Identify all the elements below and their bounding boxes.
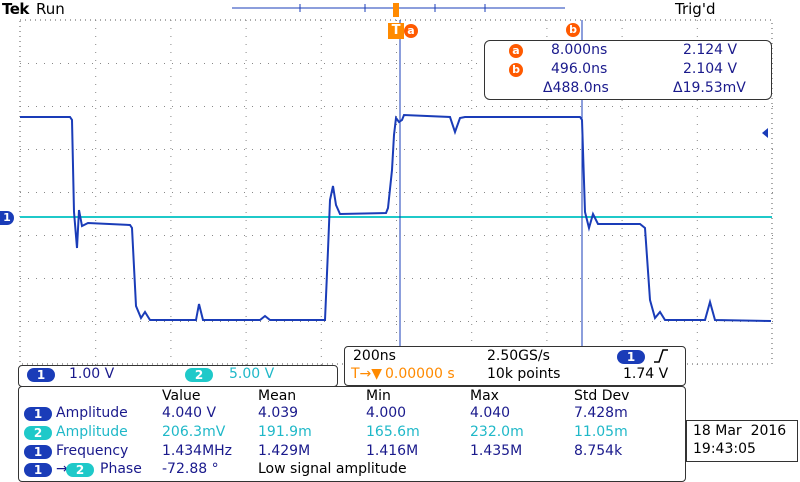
cursor-delta-time: Δ488.0ns — [543, 80, 609, 96]
channel-2-badge: 2 — [24, 426, 52, 440]
channel-2-badge: 2 — [66, 463, 94, 477]
channel-1-badge[interactable]: 1 — [27, 368, 55, 382]
measure-header-mean: Mean — [258, 388, 297, 404]
measure-name: Amplitude — [56, 424, 128, 440]
trigger-level: 1.74 V — [623, 366, 669, 382]
measure-mean: 4.039 — [258, 405, 299, 421]
run-state: Run — [36, 0, 65, 18]
cursor-b-icon: b — [566, 23, 580, 37]
measure-header-value: Value — [162, 388, 201, 404]
channel-1-badge: 1 — [24, 445, 52, 459]
date: 18 Mar 2016 — [693, 423, 787, 439]
cursor-delta-voltage: Δ19.53mV — [673, 80, 746, 96]
measure-max: 1.435M — [470, 443, 523, 459]
time: 19:43:05 — [693, 441, 756, 457]
measurement-row[interactable]: 2 Amplitude 206.3mV 191.9m 165.6m 232.0m… — [0, 424, 690, 442]
rising-edge-icon — [653, 347, 669, 369]
datetime-display: 18 Mar 2016 19:43:05 — [686, 420, 798, 462]
measure-value: 1.434MHz — [162, 443, 233, 459]
measure-header-min: Min — [366, 388, 391, 404]
record-length: 10k points — [487, 366, 561, 382]
measurement-row[interactable]: 1 Frequency 1.434MHz 1.429M 1.416M 1.435… — [0, 443, 690, 461]
channel-1-scale: 1.00 V — [69, 366, 115, 382]
waveform-display — [19, 3, 773, 365]
cursor-a-time: 8.000ns — [551, 42, 608, 58]
measure-std-dev: 8.754k — [574, 443, 623, 459]
measure-std-dev: 11.05m — [574, 424, 628, 440]
measure-min: 165.6m — [366, 424, 420, 440]
measure-name: Phase — [100, 461, 142, 477]
measurements-panel — [18, 386, 686, 482]
measure-max: 232.0m — [470, 424, 524, 440]
channel-1-trace — [20, 113, 772, 322]
cursor-b-voltage: 2.104 V — [683, 61, 738, 77]
cursor-b-time: 496.0ns — [551, 61, 608, 77]
channel-scale-panel: 1 1.00 V 2 5.00 V — [18, 365, 338, 387]
measure-header-std-dev: Std Dev — [574, 388, 630, 404]
measure-std-dev: 7.428m — [574, 405, 628, 421]
cursor-a-icon: a — [509, 44, 523, 58]
measurement-row[interactable]: 1 → 2 Phase -72.88 ° Low signal amplitud… — [0, 461, 690, 479]
graticule-grid — [20, 20, 773, 365]
trigger-level-marker — [762, 128, 768, 138]
measure-mean: 191.9m — [258, 424, 312, 440]
measure-value: 4.040 V — [162, 405, 217, 421]
trigger-position-marker: T — [388, 23, 404, 39]
channel-2-scale: 5.00 V — [229, 366, 275, 382]
time-per-division: 200ns — [353, 348, 396, 364]
measurement-row[interactable]: 1 Amplitude 4.040 V 4.039 4.000 4.040 7.… — [0, 405, 690, 423]
arrow-icon: → — [56, 461, 68, 477]
horizontal-delay-prefix: T→▼ — [351, 366, 383, 382]
measure-min: 1.416M — [366, 443, 419, 459]
cursor-b-icon: b — [509, 63, 523, 77]
record-view-bar — [232, 3, 565, 17]
measure-name: Frequency — [56, 443, 129, 459]
sample-rate: 2.50GS/s — [487, 348, 550, 364]
measure-min: 4.000 — [366, 405, 407, 421]
measure-value: -72.88 ° — [162, 461, 219, 477]
measure-value: 206.3mV — [162, 424, 226, 440]
measure-max: 4.040 — [470, 405, 511, 421]
horizontal-delay: 0.00000 s — [385, 366, 455, 382]
measure-name: Amplitude — [56, 405, 128, 421]
channel-2-badge[interactable]: 2 — [185, 368, 213, 382]
brand-logo: Tek — [2, 0, 29, 18]
trigger-source-badge: 1 — [617, 350, 645, 364]
cursor-a-voltage: 2.124 V — [683, 42, 738, 58]
cursor-readout: a 8.000ns 2.124 V b 496.0ns 2.104 V Δ488… — [484, 40, 772, 100]
channel-1-badge: 1 — [24, 463, 52, 477]
timebase-panel[interactable]: 200ns 2.50GS/s 1 T→▼ 0.00000 s 10k point… — [344, 346, 686, 386]
measure-warning: Low signal amplitude — [258, 461, 407, 477]
cursor-a-icon: a — [404, 24, 418, 38]
channel-1-badge: 1 — [24, 407, 52, 421]
measure-header-max: Max — [470, 388, 499, 404]
channel-1-ground-marker[interactable]: 1 — [0, 211, 14, 225]
measure-mean: 1.429M — [258, 443, 311, 459]
trigger-state: Trig'd — [675, 0, 716, 18]
